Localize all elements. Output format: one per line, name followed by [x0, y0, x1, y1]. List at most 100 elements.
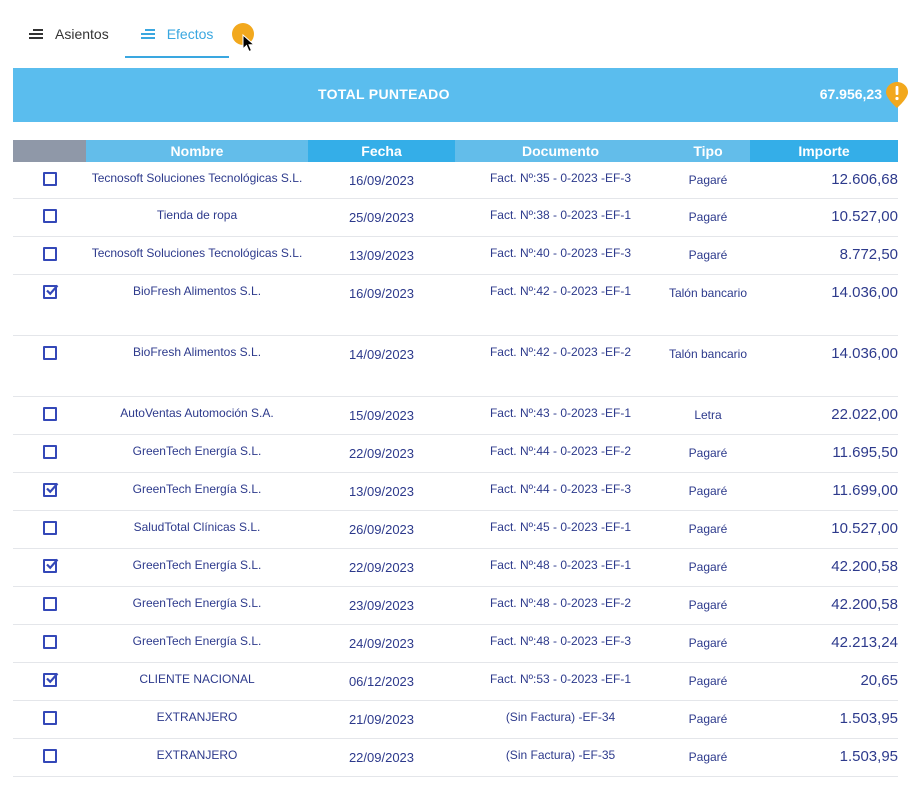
tab-bar: Asientos Efectos	[13, 14, 230, 58]
checkbox-checked-icon[interactable]	[43, 672, 59, 687]
warning-exclamation-icon[interactable]	[885, 81, 909, 109]
table-row[interactable]: GreenTech Energía S.L. 22/09/2023 Fact. Nº…	[13, 549, 898, 587]
nombre-cell: Tecnosoft Soluciones Tecnológicas S.L.	[91, 171, 303, 185]
checkbox-unchecked-icon[interactable]	[43, 521, 57, 535]
checkbox-unchecked-icon[interactable]	[43, 711, 57, 725]
nombre-cell: EXTRANJERO	[156, 710, 238, 724]
checkbox-checked-icon[interactable]	[43, 482, 59, 497]
checkbox-unchecked-icon[interactable]	[43, 346, 57, 360]
nombre-cell: GreenTech Energía S.L.	[132, 482, 262, 496]
table-row[interactable]: BioFresh Alimentos S.L. 14/09/2023 Fact. N…	[13, 336, 898, 397]
checkbox-unchecked-icon[interactable]	[43, 635, 57, 649]
tipo-cell: Pagaré	[688, 598, 728, 612]
checkbox-unchecked-icon[interactable]	[43, 407, 57, 421]
documento-cell: Fact. Nº:42 - 0-2023 -EF-2	[489, 345, 632, 359]
tipo-cell: Pagaré	[688, 750, 728, 764]
header-select[interactable]	[13, 140, 86, 162]
fecha-cell: 22/09/2023	[348, 446, 415, 461]
table-row[interactable]: AutoVentas Automoción S.A. 15/09/2023 Fact…	[13, 397, 898, 435]
nombre-cell: EXTRANJERO	[156, 748, 238, 762]
documento-cell: Fact. Nº:43 - 0-2023 -EF-1	[489, 406, 632, 420]
mouse-pointer-icon	[242, 34, 256, 53]
table-row[interactable]: GreenTech Energía S.L. 23/09/2023 Fact. Nº…	[13, 587, 898, 625]
row-select-cell	[13, 397, 86, 434]
row-select-cell	[13, 199, 86, 236]
header-nombre[interactable]: Nombre	[86, 140, 308, 162]
importe-cell: 20,65	[860, 672, 898, 689]
tipo-cell: Letra	[694, 408, 722, 422]
row-select-cell	[13, 625, 86, 662]
importe-cell: 14.036,00	[831, 284, 898, 301]
header-documento[interactable]: Documento	[455, 140, 666, 162]
documento-cell: Fact. Nº:38 - 0-2023 -EF-1	[489, 208, 632, 222]
tipo-cell: Pagaré	[688, 248, 728, 262]
header-tipo[interactable]: Tipo	[666, 140, 750, 162]
nombre-cell: CLIENTE NACIONAL	[139, 672, 255, 686]
row-select-cell	[13, 435, 86, 472]
table-row[interactable]: GreenTech Energía S.L. 24/09/2023 Fact. Nº…	[13, 625, 898, 663]
tipo-cell: Pagaré	[688, 560, 728, 574]
importe-cell: 14.036,00	[831, 345, 898, 362]
checkbox-checked-icon[interactable]	[43, 558, 59, 573]
fecha-cell: 13/09/2023	[348, 484, 415, 499]
tipo-cell: Pagaré	[688, 674, 728, 688]
total-label: TOTAL PUNTEADO	[318, 86, 450, 102]
fecha-cell: 16/09/2023	[348, 286, 415, 301]
nombre-cell: GreenTech Energía S.L.	[132, 558, 262, 572]
checkbox-unchecked-icon[interactable]	[43, 597, 57, 611]
table-row[interactable]: CLIENTE NACIONAL 06/12/2023 Fact. Nº:53 - …	[13, 663, 898, 701]
tipo-cell: Pagaré	[688, 712, 728, 726]
importe-cell: 1.503,95	[839, 710, 898, 727]
checkbox-unchecked-icon[interactable]	[43, 209, 57, 223]
row-select-cell	[13, 473, 86, 510]
table-row[interactable]: EXTRANJERO 22/09/2023 (Sin Factura) -EF-35…	[13, 739, 898, 777]
documento-cell: Fact. Nº:44 - 0-2023 -EF-3	[489, 482, 632, 496]
checkbox-checked-icon[interactable]	[43, 284, 59, 299]
importe-cell: 42.213,24	[831, 634, 898, 651]
nombre-cell: Tienda de ropa	[156, 208, 238, 222]
row-select-cell	[13, 663, 86, 700]
fecha-cell: 22/09/2023	[348, 560, 415, 575]
table-row[interactable]: Tecnosoft Soluciones Tecnológicas S.L. 13…	[13, 237, 898, 275]
importe-cell: 10.527,00	[831, 208, 898, 225]
importe-cell: 22.022,00	[831, 406, 898, 423]
table-row[interactable]: Tienda de ropa 25/09/2023 Fact. Nº:38 - 0-…	[13, 199, 898, 237]
fecha-cell: 16/09/2023	[348, 173, 415, 188]
row-select-cell	[13, 511, 86, 548]
table-row[interactable]: Tecnosoft Soluciones Tecnológicas S.L. 16…	[13, 162, 898, 199]
nombre-cell: Tecnosoft Soluciones Tecnológicas S.L.	[91, 246, 303, 260]
fecha-cell: 21/09/2023	[348, 712, 415, 727]
row-select-cell	[13, 162, 86, 198]
table-row[interactable]: EXTRANJERO 21/09/2023 (Sin Factura) -EF-34…	[13, 701, 898, 739]
checkbox-unchecked-icon[interactable]	[43, 445, 57, 459]
header-importe[interactable]: Importe	[750, 140, 898, 162]
importe-cell: 1.503,95	[839, 748, 898, 765]
checkbox-unchecked-icon[interactable]	[43, 247, 57, 261]
tipo-cell: Pagaré	[688, 484, 728, 498]
tipo-cell: Pagaré	[688, 210, 728, 224]
importe-cell: 42.200,58	[831, 596, 898, 613]
row-select-cell	[13, 275, 86, 335]
row-select-cell	[13, 701, 86, 738]
table-row[interactable]: GreenTech Energía S.L. 13/09/2023 Fact. Nº…	[13, 473, 898, 511]
tipo-cell: Pagaré	[688, 446, 728, 460]
tab-asientos[interactable]: Asientos	[13, 14, 125, 54]
importe-cell: 10.527,00	[831, 520, 898, 537]
table-row[interactable]: BioFresh Alimentos S.L. 16/09/2023 Fact. N…	[13, 275, 898, 336]
row-select-cell	[13, 549, 86, 586]
nombre-cell: BioFresh Alimentos S.L.	[132, 284, 262, 298]
documento-cell: Fact. Nº:53 - 0-2023 -EF-1	[489, 672, 632, 686]
tab-efectos[interactable]: Efectos	[124, 14, 230, 58]
checkbox-unchecked-icon[interactable]	[43, 749, 57, 763]
importe-cell: 11.699,00	[832, 482, 898, 499]
nombre-cell: GreenTech Energía S.L.	[132, 634, 262, 648]
header-fecha[interactable]: Fecha	[308, 140, 455, 162]
table-row[interactable]: SaludTotal Clínicas S.L. 26/09/2023 Fact. …	[13, 511, 898, 549]
documento-cell: Fact. Nº:42 - 0-2023 -EF-1	[489, 284, 632, 298]
fecha-cell: 15/09/2023	[348, 408, 415, 423]
checkbox-unchecked-icon[interactable]	[43, 172, 57, 186]
fecha-cell: 25/09/2023	[348, 210, 415, 225]
tipo-cell: Talón bancario	[668, 347, 748, 361]
documento-cell: Fact. Nº:35 - 0-2023 -EF-3	[489, 171, 632, 185]
table-row[interactable]: GreenTech Energía S.L. 22/09/2023 Fact. Nº…	[13, 435, 898, 473]
